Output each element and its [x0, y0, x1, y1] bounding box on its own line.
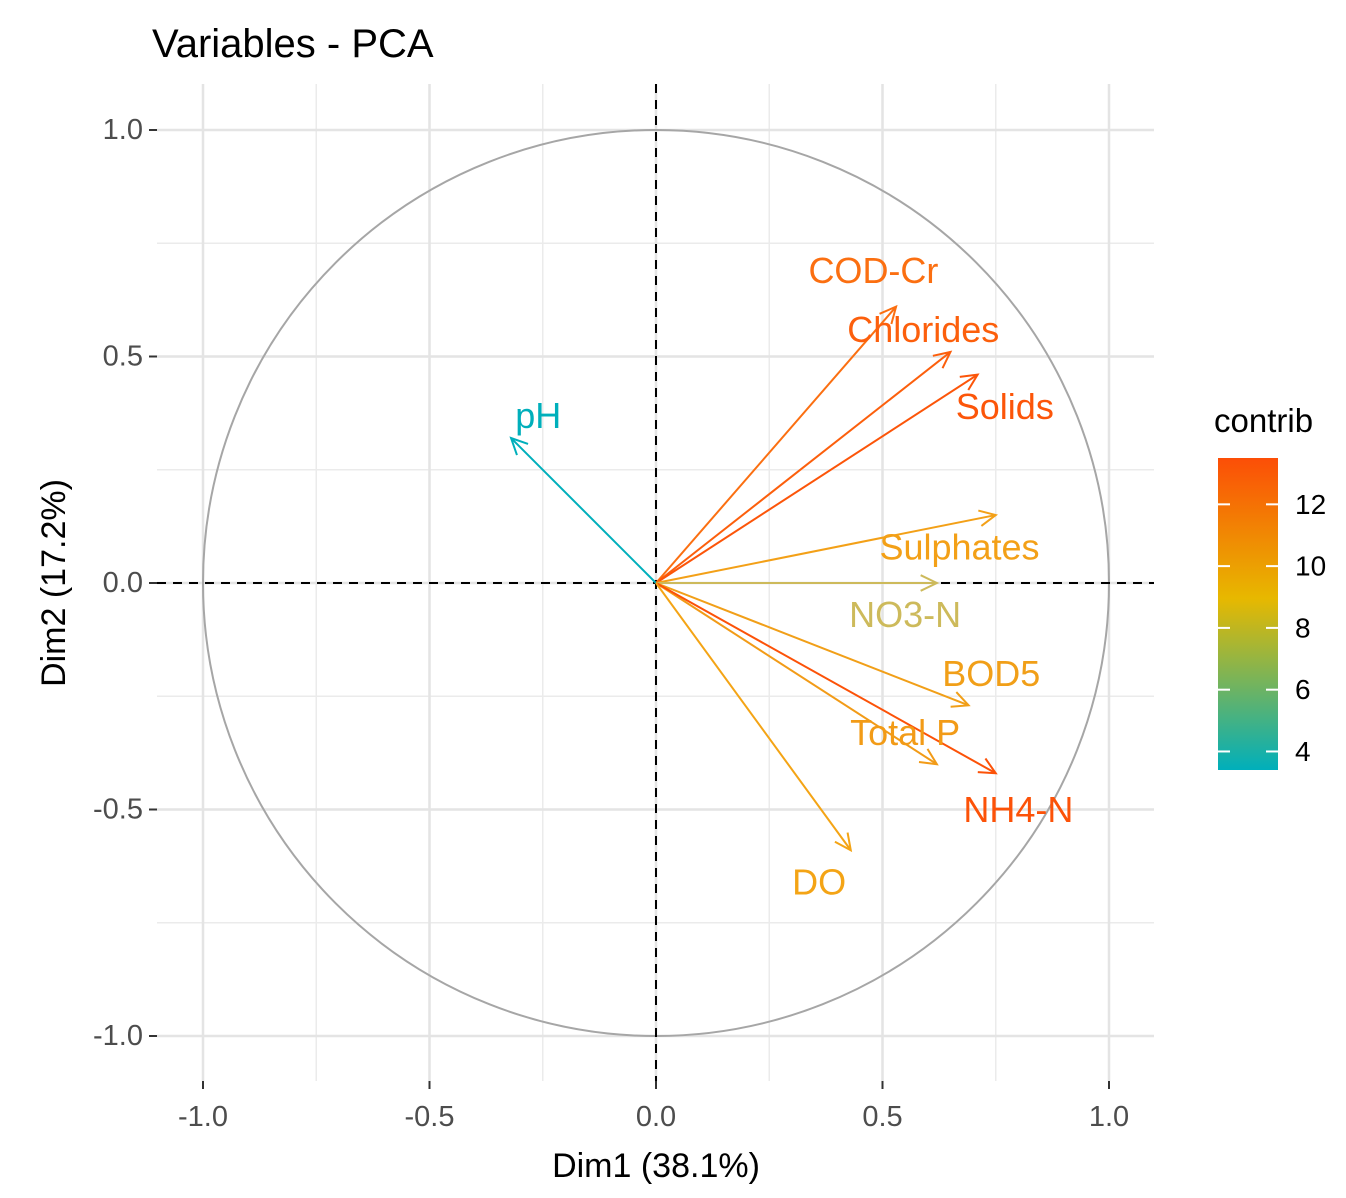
legend-tick-label: 10 [1295, 551, 1326, 582]
y-tick-label: -1.0 [93, 1020, 143, 1052]
x-axis-ticks: -1.0 -0.5 0.0 0.5 1.0 [178, 1081, 1129, 1133]
y-tick-label: 0.5 [103, 341, 143, 373]
label-bod5: BOD5 [942, 653, 1040, 694]
y-tick-label: -0.5 [93, 794, 143, 826]
y-axis-title: Dim2 (17.2%) [35, 479, 73, 687]
legend-tick-label: 6 [1295, 674, 1311, 705]
arrow-sulphates [655, 509, 999, 584]
label-ph: pH [515, 395, 561, 436]
label-total-p: Total P [850, 712, 960, 753]
y-tick-label: 0.0 [103, 567, 143, 599]
label-chlorides: Chlorides [847, 309, 999, 350]
x-tick-label: 0.5 [862, 1101, 902, 1133]
chart-title: Variables - PCA [152, 22, 434, 66]
label-cod-cr: COD-Cr [808, 250, 938, 291]
arrow-bod5 [655, 582, 971, 708]
x-tick-label: 1.0 [1089, 1101, 1129, 1133]
variable-arrows [509, 304, 999, 853]
legend-title: contrib [1214, 402, 1313, 439]
contrib-legend: contrib 4 6 8 10 12 [1214, 402, 1326, 770]
label-no3-n: NO3-N [849, 594, 961, 635]
label-sulphates: Sulphates [879, 526, 1039, 567]
legend-colorbar [1218, 458, 1278, 770]
x-tick-label: -1.0 [178, 1101, 228, 1133]
legend-tick-label: 8 [1295, 612, 1311, 643]
variable-labels: COD-Cr Chlorides Solids pH Sulphates NO3-N BOD… [515, 250, 1073, 903]
y-tick-label: 1.0 [103, 114, 143, 146]
arrow-ph [509, 436, 657, 584]
label-do: DO [792, 861, 846, 902]
legend-tick-label: 12 [1295, 489, 1326, 520]
x-tick-label: 0.0 [636, 1101, 676, 1133]
y-axis-ticks: 1.0 0.5 0.0 -0.5 -1.0 [93, 114, 157, 1052]
label-nh4-n: NH4-N [963, 789, 1073, 830]
legend-tick-label: 4 [1295, 736, 1311, 767]
x-axis-title: Dim1 (38.1%) [552, 1147, 760, 1185]
arrow-do [655, 582, 853, 853]
arrow-solids [655, 373, 980, 584]
arrow-chlorides [655, 350, 953, 584]
label-solids: Solids [956, 386, 1054, 427]
legend-ticks: 4 6 8 10 12 [1218, 489, 1326, 767]
arrow-cod-cr [655, 304, 898, 584]
x-tick-label: -0.5 [405, 1101, 455, 1133]
arrow-total-p [655, 582, 939, 766]
arrow-no3-n [656, 574, 940, 592]
arrow-nh4-n [655, 582, 998, 775]
